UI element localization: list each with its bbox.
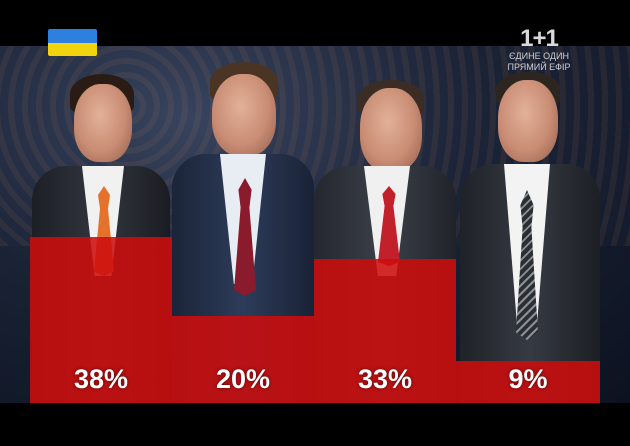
poll-percent-2: 20% [215, 364, 271, 394]
poll-bar-3 [314, 259, 456, 403]
poll-percent-3: 33% [357, 364, 413, 394]
poll-bar-1 [30, 237, 172, 403]
video-frame: 38% 20% 33% [0, 46, 630, 403]
channel-logo-number: 1+1 [520, 25, 559, 52]
candidate-panel-1: 38% [30, 46, 172, 403]
channel-tagline: ЄДИНЕ ОДИН [509, 51, 569, 61]
poll-percent-1: 38% [73, 364, 129, 394]
poll-bar-2 [172, 316, 314, 403]
poll-percent-4: 9% [508, 364, 548, 394]
candidate-panel-4: 9% [456, 46, 600, 403]
poll-bar-4 [456, 361, 600, 403]
channel-logo: 1+1 ЄДИНЕ ОДИН ПРЯМИЙ ЕФІР [506, 27, 572, 79]
candidate-panel-2: 20% [172, 46, 314, 403]
flag-yellow-stripe [48, 42, 97, 56]
channel-live-label: ПРЯМИЙ ЕФІР [507, 62, 571, 72]
candidate-panel-3: 33% [314, 46, 456, 403]
ukraine-flag-icon [48, 29, 97, 56]
flag-blue-stripe [48, 29, 97, 43]
